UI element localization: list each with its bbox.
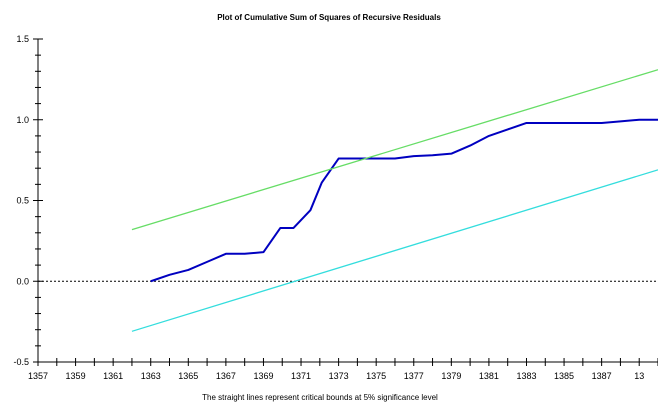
- x-tick-label: 1385: [554, 371, 574, 381]
- x-tick-label: 1367: [216, 371, 236, 381]
- x-tick-label: 1387: [592, 371, 612, 381]
- lower-critical-bound-line: [131, 169, 658, 332]
- x-tick-label: 1365: [178, 371, 198, 381]
- x-tick-label: 1371: [291, 371, 311, 381]
- y-tick-label: 1.5: [16, 34, 29, 44]
- plot-area: [38, 69, 658, 332]
- cusum-squares-line: [150, 118, 658, 283]
- y-tick-label: 0.5: [16, 196, 29, 206]
- x-tick-label: 1381: [479, 371, 499, 381]
- y-tick-label: 0.0: [16, 276, 29, 286]
- x-tick-label: 1379: [441, 371, 461, 381]
- y-tick-label: 1.0: [16, 115, 29, 125]
- x-tick-label: 1377: [404, 371, 424, 381]
- x-tick-label: 1361: [103, 371, 123, 381]
- upper-critical-bound-line: [131, 69, 658, 231]
- chart-title: Plot of Cumulative Sum of Squares of Rec…: [217, 13, 441, 22]
- x-tick-label: 1383: [516, 371, 536, 381]
- axes: -0.5 0.0 0.5 1.0 1.5 1357 1359 1361 1363 1365 1367…: [13, 34, 658, 381]
- x-tick-label: 1363: [141, 371, 161, 381]
- x-tick-label: 1369: [253, 371, 273, 381]
- x-tick-label: 1375: [366, 371, 386, 381]
- x-tick-label: 13: [634, 371, 644, 381]
- x-tick-label: 1357: [28, 371, 48, 381]
- chart-caption: The straight lines represent critical bo…: [202, 393, 438, 402]
- x-tick-label: 1359: [66, 371, 86, 381]
- y-tick-label: -0.5: [13, 357, 29, 367]
- x-tick-label: 1373: [329, 371, 349, 381]
